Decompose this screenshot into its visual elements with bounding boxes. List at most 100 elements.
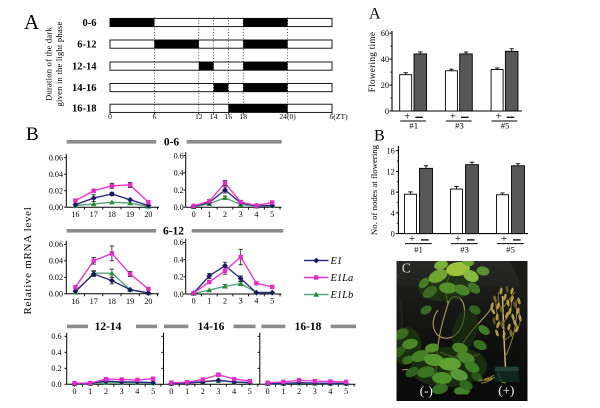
svg-text:#5: #5 — [501, 121, 510, 131]
svg-text:0: 0 — [72, 387, 76, 396]
svg-text:5: 5 — [151, 387, 155, 396]
svg-text:1: 1 — [281, 387, 285, 396]
svg-text:0-6: 0-6 — [164, 137, 180, 149]
svg-text:#1: #1 — [409, 121, 418, 131]
svg-text:0.4: 0.4 — [174, 255, 184, 264]
svg-text:+: + — [501, 233, 507, 245]
svg-text:4: 4 — [135, 387, 139, 396]
svg-text:6(ZT): 6(ZT) — [330, 112, 349, 121]
svg-text:12-14: 12-14 — [95, 321, 122, 333]
svg-text:B: B — [374, 128, 385, 145]
svg-text:2: 2 — [223, 297, 227, 306]
svg-text:18: 18 — [239, 112, 247, 121]
svg-text:14-16: 14-16 — [72, 83, 97, 94]
svg-text:16: 16 — [71, 210, 79, 219]
svg-text:Duration of the dark: Duration of the dark — [44, 27, 54, 101]
svg-text:6: 6 — [153, 112, 157, 121]
svg-text:20: 20 — [381, 81, 389, 90]
svg-text:0: 0 — [385, 107, 389, 116]
svg-text:A: A — [369, 5, 381, 22]
svg-text:0.0: 0.0 — [174, 290, 184, 299]
svg-text:0.00: 0.00 — [49, 290, 63, 299]
svg-text:1: 1 — [207, 297, 211, 306]
svg-text:1: 1 — [207, 210, 211, 219]
svg-text:0.0: 0.0 — [51, 380, 61, 389]
svg-text:0.0: 0.0 — [174, 203, 184, 212]
svg-text:#3: #3 — [455, 121, 464, 131]
svg-text:+: + — [450, 110, 456, 122]
svg-text:+: + — [404, 110, 410, 122]
svg-text:0.2: 0.2 — [174, 186, 184, 195]
svg-text:17: 17 — [90, 297, 98, 306]
svg-text:C: C — [402, 260, 411, 275]
svg-text:3: 3 — [313, 387, 317, 396]
svg-text:24(0): 24(0) — [279, 112, 296, 121]
svg-text:2: 2 — [223, 210, 227, 219]
svg-text:5: 5 — [270, 210, 274, 219]
svg-text:0: 0 — [192, 297, 196, 306]
svg-text:0: 0 — [169, 387, 173, 396]
svg-text:(-): (-) — [420, 383, 433, 398]
svg-text:E1Lb: E1Lb — [330, 290, 354, 301]
svg-text:0.6: 0.6 — [174, 151, 184, 160]
svg-text:+: + — [409, 233, 415, 245]
svg-text:(+): (+) — [498, 382, 514, 397]
svg-text:Flowering time: Flowering time — [367, 32, 377, 93]
svg-text:+: + — [495, 110, 501, 122]
svg-text:1: 1 — [88, 387, 92, 396]
svg-text:17: 17 — [90, 210, 98, 219]
svg-text:0.06: 0.06 — [49, 240, 63, 249]
svg-text:12: 12 — [387, 167, 395, 176]
svg-text:20: 20 — [144, 210, 152, 219]
svg-text:5: 5 — [248, 387, 252, 396]
svg-text:4: 4 — [232, 387, 236, 396]
svg-text:E1: E1 — [330, 256, 343, 267]
svg-text:16-18: 16-18 — [295, 321, 322, 333]
svg-text:12: 12 — [195, 112, 203, 121]
svg-text:4: 4 — [254, 297, 258, 306]
svg-text:12-14: 12-14 — [72, 62, 97, 73]
svg-text:19: 19 — [126, 297, 134, 306]
svg-text:16: 16 — [225, 112, 233, 121]
svg-text:14: 14 — [210, 112, 218, 121]
svg-text:4: 4 — [391, 209, 396, 218]
svg-text:0.06: 0.06 — [49, 154, 63, 163]
svg-text:2: 2 — [297, 387, 301, 396]
svg-text:0.04: 0.04 — [49, 170, 63, 179]
svg-text:3: 3 — [216, 387, 220, 396]
svg-text:0.00: 0.00 — [49, 203, 63, 212]
svg-text:18: 18 — [108, 297, 116, 306]
svg-text:0.6: 0.6 — [51, 332, 61, 341]
svg-text:3: 3 — [120, 387, 124, 396]
svg-text:E1La: E1La — [330, 273, 354, 284]
svg-text:+: + — [455, 233, 461, 245]
svg-text:1: 1 — [185, 387, 189, 396]
svg-text:Relative mRNA level: Relative mRNA level — [22, 206, 34, 314]
svg-text:40: 40 — [381, 55, 389, 64]
svg-text:#5: #5 — [506, 244, 515, 254]
svg-text:0: 0 — [266, 387, 270, 396]
svg-text:given in the light phase: given in the light phase — [54, 22, 64, 107]
svg-text:19: 19 — [126, 210, 134, 219]
svg-text:2: 2 — [201, 387, 205, 396]
svg-text:0.6: 0.6 — [174, 238, 184, 247]
svg-text:3: 3 — [239, 210, 243, 219]
svg-text:A: A — [24, 10, 40, 34]
svg-text:0.02: 0.02 — [49, 273, 63, 282]
svg-text:0.04: 0.04 — [49, 257, 63, 266]
svg-text:5: 5 — [344, 387, 348, 396]
svg-text:8: 8 — [391, 188, 395, 197]
svg-text:#3: #3 — [460, 244, 469, 254]
svg-text:4: 4 — [328, 387, 332, 396]
svg-text:No. of nodes at flowering: No. of nodes at flowering — [369, 144, 379, 235]
svg-text:#1: #1 — [414, 244, 423, 254]
svg-text:16: 16 — [71, 297, 79, 306]
svg-text:14-16: 14-16 — [198, 321, 225, 333]
svg-text:0: 0 — [192, 210, 196, 219]
svg-text:16: 16 — [387, 147, 395, 156]
svg-text:6-12: 6-12 — [163, 226, 184, 238]
svg-text:0.4: 0.4 — [174, 169, 184, 178]
svg-text:60: 60 — [381, 29, 389, 38]
svg-text:6-12: 6-12 — [77, 40, 96, 51]
svg-text:0.02: 0.02 — [49, 187, 63, 196]
